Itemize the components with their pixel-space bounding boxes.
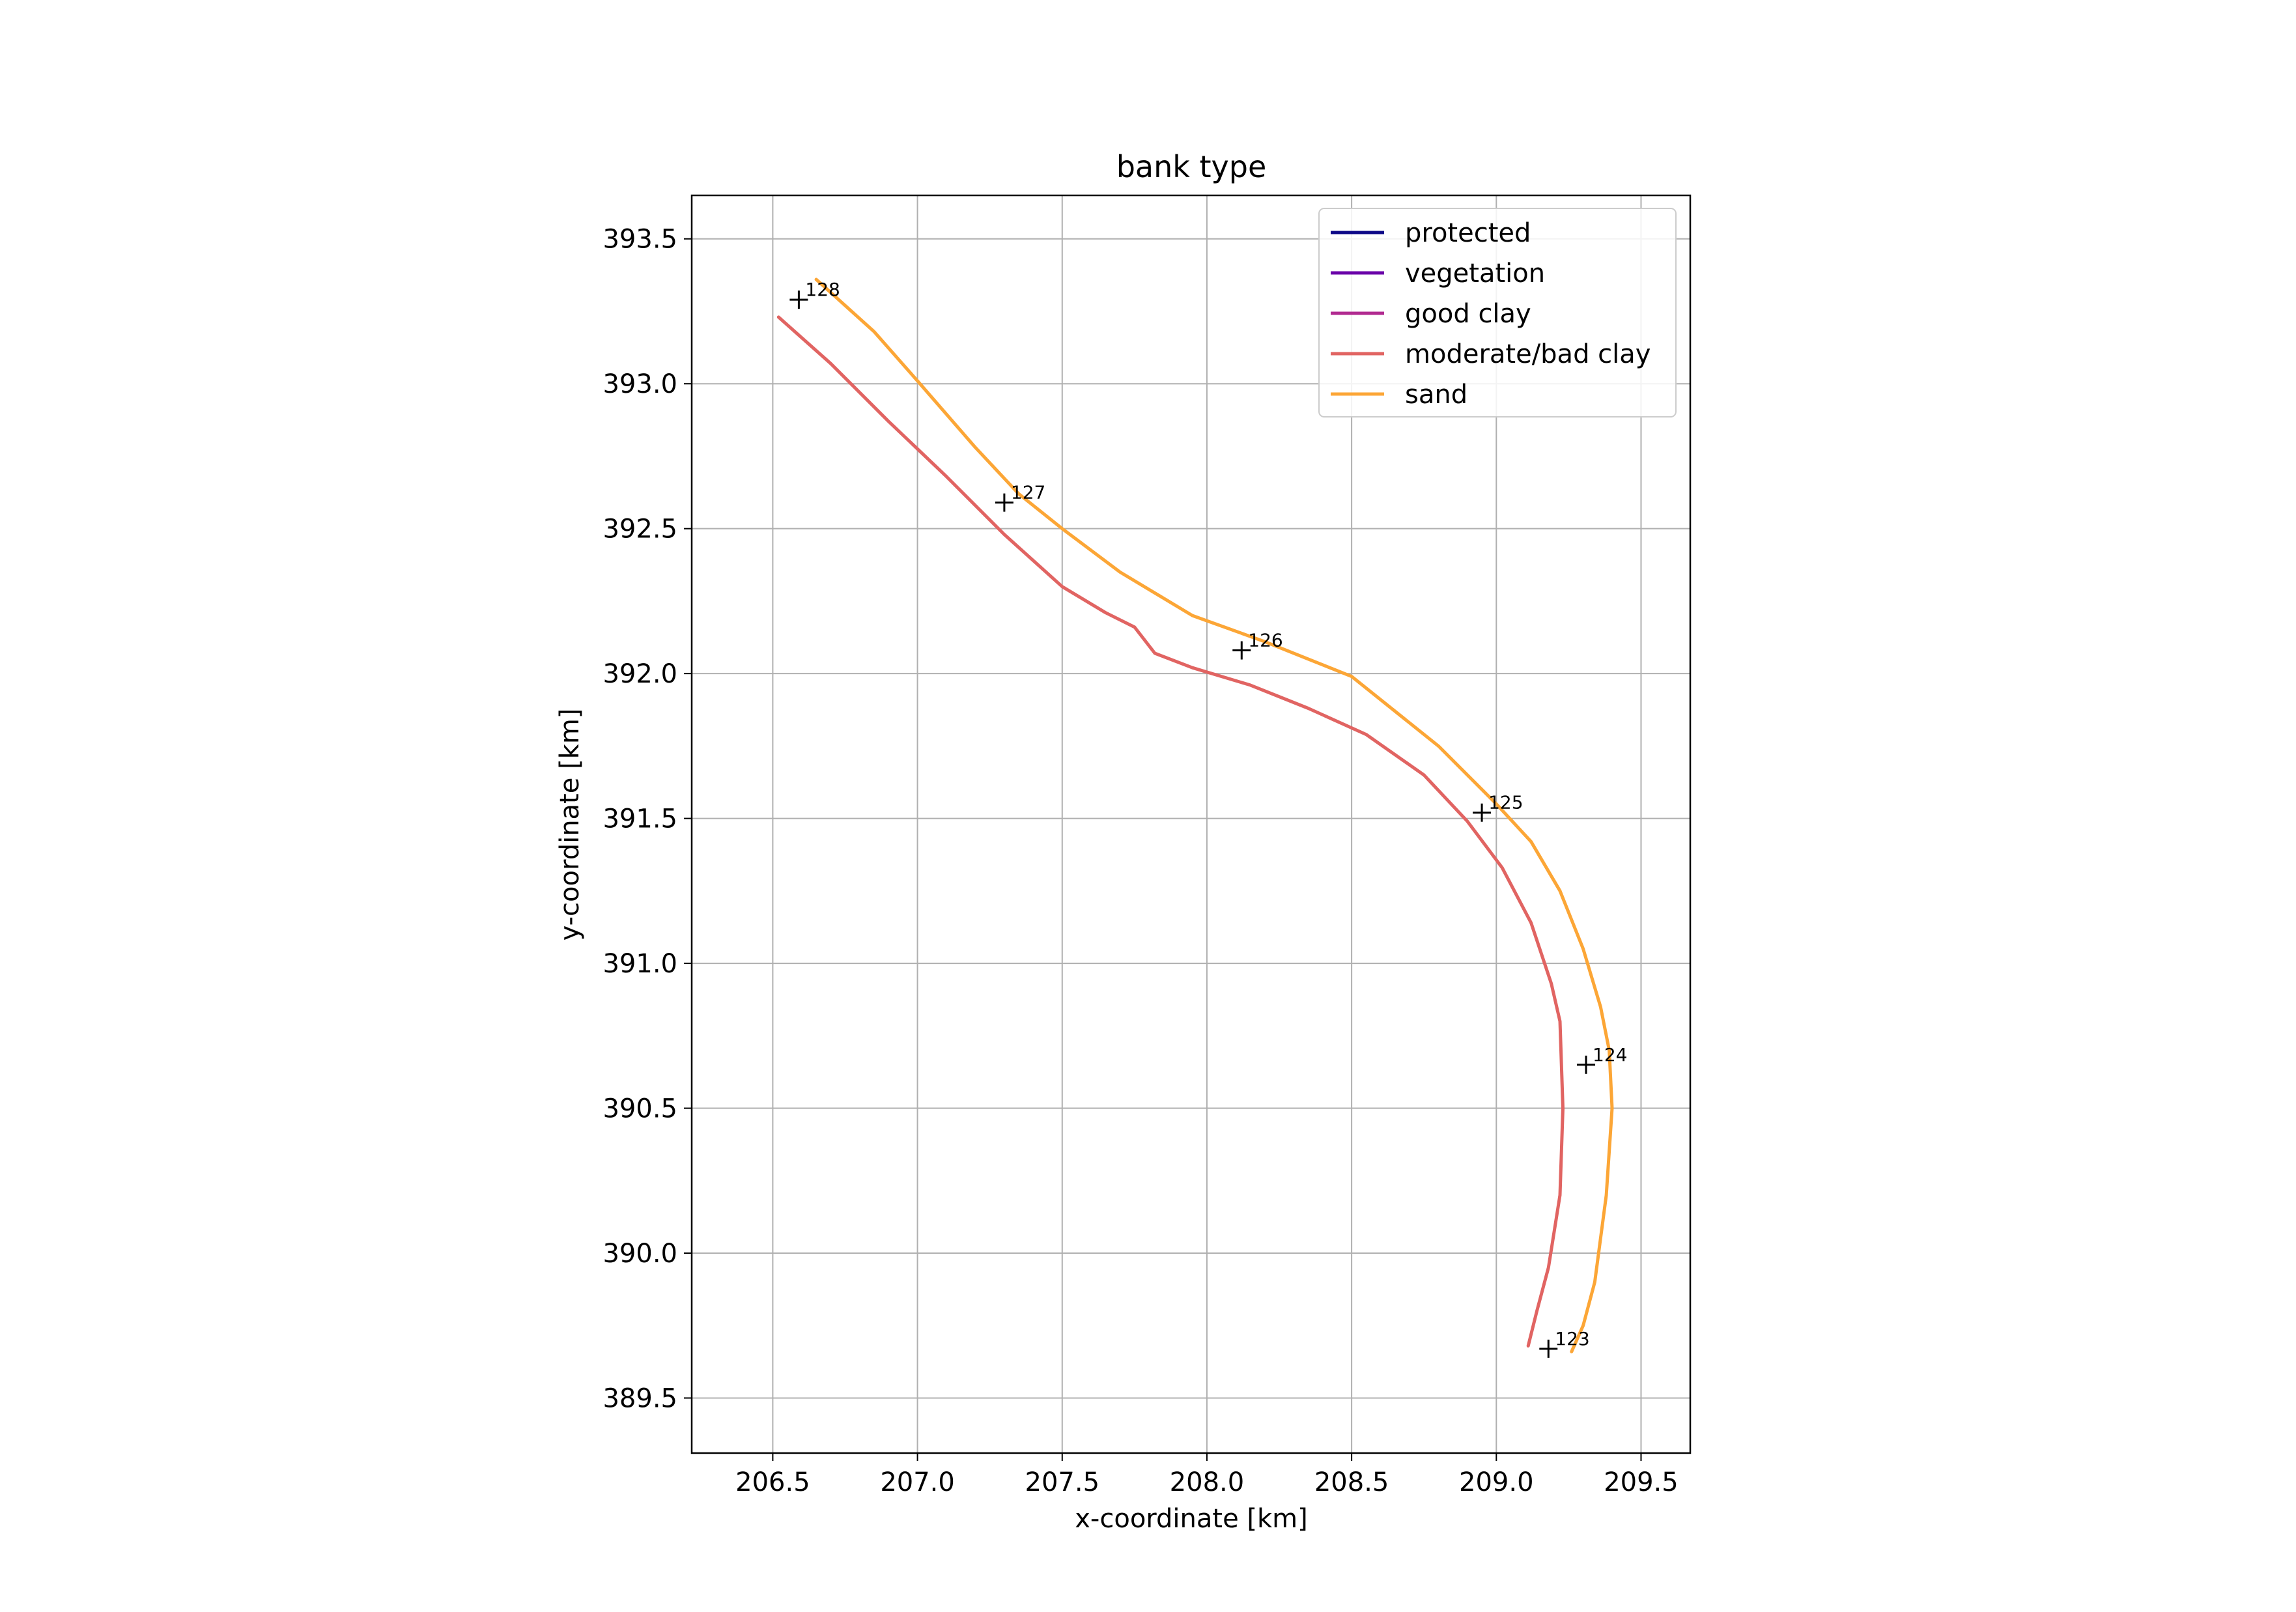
legend: protected vegetation good clay moderate/bad… bbox=[1318, 208, 1677, 417]
legend-label: moderate/bad clay bbox=[1405, 339, 1651, 369]
legend-label: vegetation bbox=[1405, 259, 1545, 289]
y-tick-label: 390.0 bbox=[602, 1239, 677, 1269]
station-marker-label: 126 bbox=[1248, 630, 1283, 651]
station-marker: 123 bbox=[1539, 1328, 1590, 1358]
legend-entry: protected bbox=[1331, 218, 1531, 248]
y-tick-label: 392.5 bbox=[602, 515, 677, 544]
legend-label: good clay bbox=[1405, 299, 1531, 329]
station-marker-label: 128 bbox=[805, 279, 840, 300]
y-tick-label: 390.5 bbox=[602, 1094, 677, 1124]
x-axis-label: x-coordinate [km] bbox=[1075, 1504, 1308, 1534]
station-marker: 124 bbox=[1577, 1044, 1627, 1074]
y-tick-label: 392.0 bbox=[602, 659, 677, 689]
station-marker-label: 125 bbox=[1488, 792, 1523, 813]
legend-label: sand bbox=[1405, 380, 1467, 410]
y-axis-label: y-coordinate [km] bbox=[555, 709, 585, 941]
x-tick-label: 209.5 bbox=[1604, 1467, 1679, 1497]
legend-box bbox=[1318, 208, 1677, 417]
y-tick-label: 391.5 bbox=[602, 804, 677, 834]
station-marker: 126 bbox=[1232, 630, 1283, 660]
series-line-sand bbox=[814, 277, 1614, 1353]
station-marker-label: 124 bbox=[1593, 1044, 1627, 1066]
y-tick-label: 393.5 bbox=[602, 225, 677, 255]
plot-series bbox=[776, 277, 1614, 1353]
x-tick-label: 207.5 bbox=[1025, 1467, 1100, 1497]
chart-title: bank type bbox=[1116, 149, 1267, 184]
station-marker: 128 bbox=[789, 279, 840, 309]
y-tick-label: 389.5 bbox=[602, 1383, 677, 1413]
x-tick-label: 207.0 bbox=[880, 1467, 955, 1497]
station-markers: 128 127 126 125 124 123 bbox=[789, 279, 1627, 1358]
x-tick-label: 209.0 bbox=[1459, 1467, 1534, 1497]
station-marker: 127 bbox=[995, 482, 1045, 512]
plot-frame bbox=[690, 194, 1692, 1454]
legend-label: protected bbox=[1405, 218, 1531, 248]
x-axis-ticks: 206.5 207.0 207.5 208.0 208.5 209.0 209.5 bbox=[735, 1453, 1679, 1497]
y-tick-label: 393.0 bbox=[602, 369, 677, 399]
y-tick-label: 391.0 bbox=[602, 949, 677, 979]
legend-entry: sand bbox=[1331, 380, 1467, 410]
station-marker-label: 123 bbox=[1555, 1328, 1589, 1350]
x-tick-label: 206.5 bbox=[735, 1467, 810, 1497]
station-marker-label: 127 bbox=[1011, 482, 1045, 503]
x-tick-label: 208.5 bbox=[1314, 1467, 1389, 1497]
legend-entry: moderate/bad clay bbox=[1331, 339, 1651, 369]
x-tick-label: 208.0 bbox=[1170, 1467, 1245, 1497]
legend-entry: vegetation bbox=[1331, 259, 1545, 289]
y-axis-ticks: 389.5 390.0 390.5 391.0 391.5 392.0 392.5 393.0… bbox=[602, 225, 692, 1413]
series-line-moderate-bad-clay bbox=[776, 315, 1565, 1348]
station-marker: 125 bbox=[1473, 792, 1524, 822]
legend-entry: good clay bbox=[1331, 299, 1531, 329]
